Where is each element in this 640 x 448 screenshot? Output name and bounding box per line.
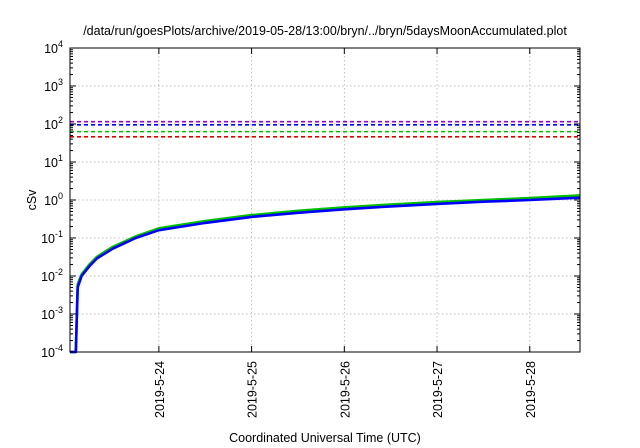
series-line (70, 196, 581, 354)
y-tick-label: 103 (44, 77, 63, 94)
y-axis-label: cSv (25, 189, 39, 211)
chart-title: /data/run/goesPlots/archive/2019-05-28/1… (83, 24, 567, 38)
series-lines (70, 194, 581, 354)
y-tick-label: 102 (44, 115, 63, 132)
x-tick-label: 2019-5-25 (246, 361, 260, 418)
x-tick-labels: 2019-5-24 2019-5-25 2019-5-26 2019-5-27 2019… (153, 361, 538, 418)
y-tick-labels: 10-4 10-3 10-2 10-1 100 101 102 103 104 (41, 39, 63, 360)
threshold-lines (70, 120, 580, 138)
x-tick-label: 2019-5-27 (431, 361, 445, 418)
series-line (70, 194, 581, 354)
y-tick-label: 10-4 (41, 343, 63, 360)
y-tick-label: 101 (44, 153, 63, 170)
axis-ticks (70, 47, 580, 353)
x-tick-label: 2019-5-26 (338, 361, 352, 418)
y-tick-label: 100 (44, 191, 63, 208)
x-tick-label: 2019-5-24 (153, 361, 167, 418)
y-tick-label: 10-3 (41, 305, 63, 322)
x-axis-label: Coordinated Universal Time (UTC) (229, 431, 421, 445)
x-tick-label: 2019-5-28 (524, 361, 538, 418)
y-tick-label: 10-1 (41, 229, 63, 246)
y-tick-label: 104 (44, 39, 63, 56)
y-tick-label: 10-2 (41, 267, 63, 284)
